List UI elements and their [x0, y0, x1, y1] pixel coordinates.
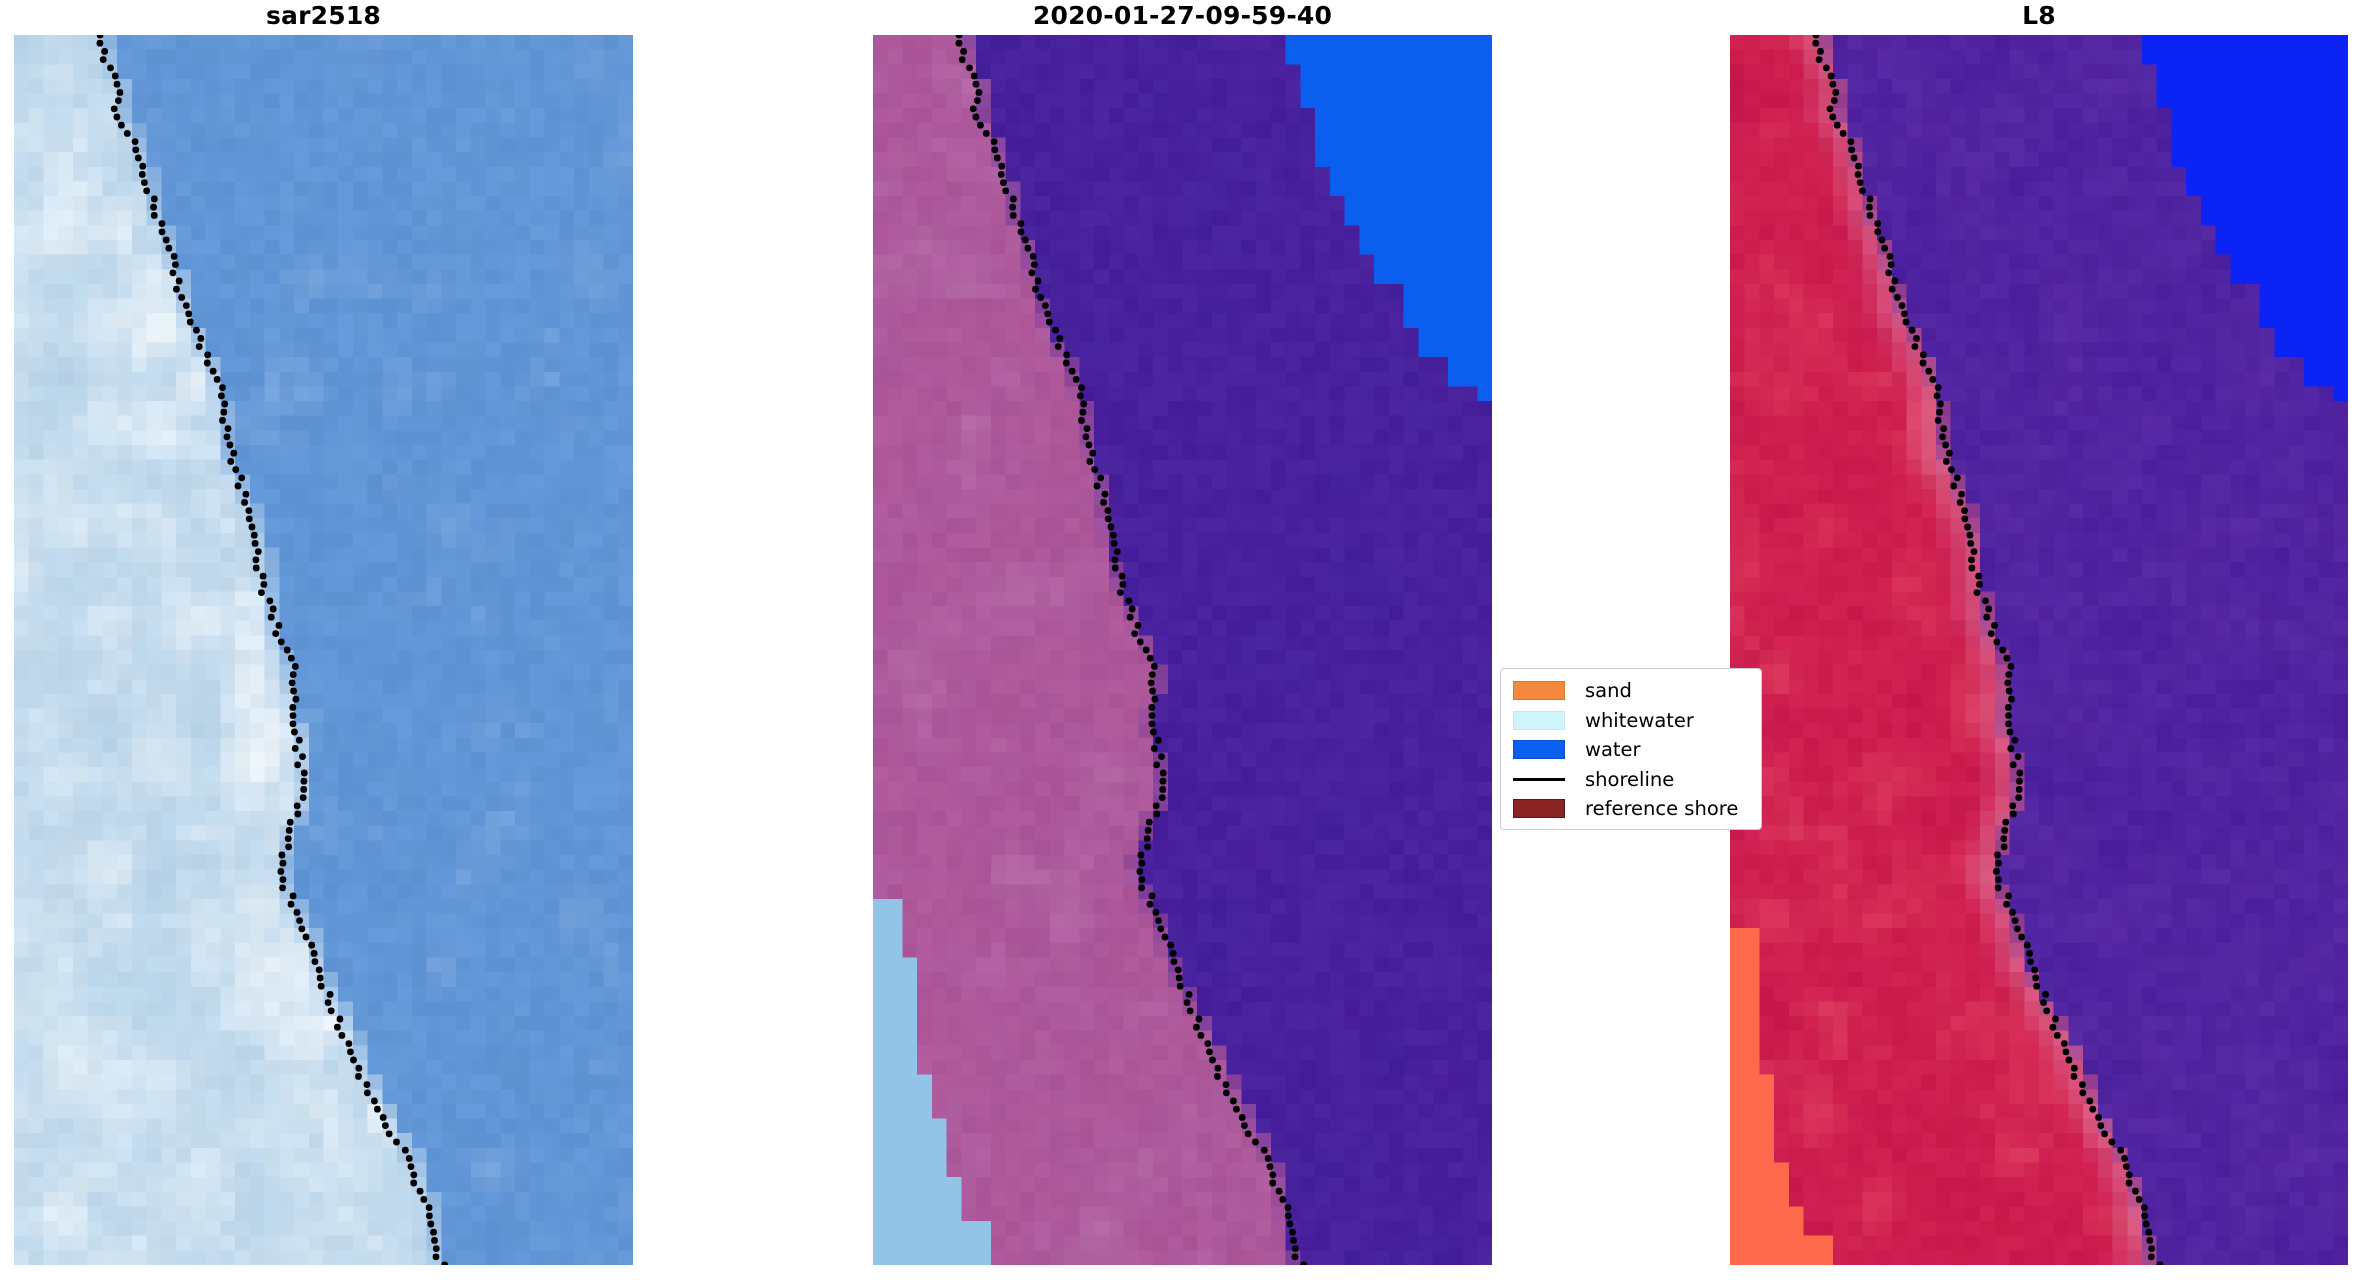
shoreline-dots: [14, 35, 633, 1265]
legend-color-icon-sand: [1513, 681, 1565, 701]
image-panel-panel-l8: [1730, 35, 2348, 1265]
image-panel-panel-classified: [873, 35, 1492, 1265]
legend-box: sand whitewater water shoreline reference sh…: [1500, 668, 1762, 830]
image-panel-panel-sar: [14, 35, 633, 1265]
legend-swatch-wrap: [1513, 740, 1571, 760]
panel-title-3: L8: [2022, 1, 2056, 30]
shoreline-dots: [1730, 35, 2348, 1265]
legend-line-icon-shoreline: [1513, 777, 1565, 781]
legend-entry-whitewater[interactable]: whitewater: [1513, 706, 1751, 736]
legend-label: sand: [1585, 679, 1632, 703]
legend-label: whitewater: [1585, 708, 1694, 732]
shoreline-dots: [873, 35, 1492, 1265]
legend-swatch-wrap: [1513, 799, 1571, 819]
legend-entry-sand[interactable]: sand: [1513, 676, 1751, 706]
legend-label: water: [1585, 738, 1641, 762]
legend-entry-water[interactable]: water: [1513, 735, 1751, 765]
panel-title-1: sar2518: [265, 1, 382, 30]
legend-color-icon-whitewater: [1513, 710, 1565, 730]
legend-color-icon-reference-shore: [1513, 799, 1565, 819]
legend-swatch-wrap: [1513, 777, 1571, 781]
panel-title-2: 2020-01-27-09-59-40: [1032, 1, 1333, 30]
legend-label: reference shore: [1585, 797, 1739, 821]
legend-swatch-wrap: [1513, 681, 1571, 701]
legend-entry-shoreline[interactable]: shoreline: [1513, 765, 1751, 795]
legend-swatch-wrap: [1513, 710, 1571, 730]
legend-label: shoreline: [1585, 767, 1675, 791]
legend-color-icon-water: [1513, 740, 1565, 760]
legend-entry-reference-shore[interactable]: reference shore: [1513, 794, 1751, 824]
